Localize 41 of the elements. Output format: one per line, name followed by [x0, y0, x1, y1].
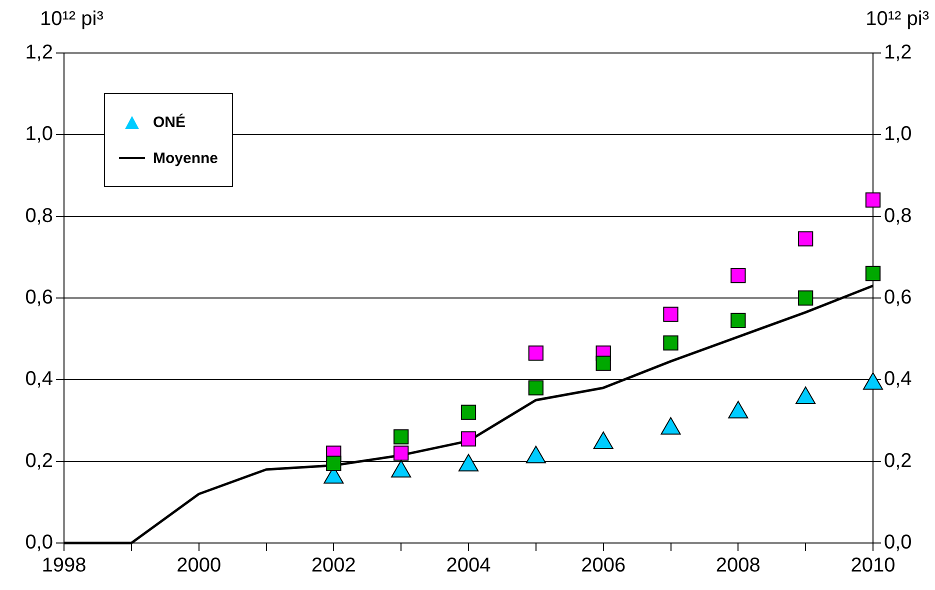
y2-tick-label: 0,8 — [884, 204, 912, 227]
point — [663, 335, 678, 350]
point — [798, 231, 814, 246]
point — [798, 290, 814, 306]
point — [528, 380, 544, 396]
y2-tick-label: 0,6 — [884, 286, 912, 309]
y-tick-label: 0,6 — [25, 286, 53, 309]
y-tick-label: 0,8 — [25, 204, 53, 227]
x-tick-label: 1998 — [42, 554, 86, 577]
y2-axis-title: 10¹² pi³ — [866, 8, 929, 31]
y-tick-label: 1,0 — [25, 123, 53, 146]
y2-tick-label: 0,2 — [884, 450, 912, 472]
point — [394, 429, 409, 444]
point — [730, 268, 746, 284]
x-tick-label: 2000 — [176, 554, 222, 577]
y2-tick-label: 1,0 — [884, 123, 912, 146]
x-tick-label: 2010 — [850, 554, 896, 577]
y2-tick-label: 1,2 — [884, 42, 912, 64]
point — [460, 404, 476, 420]
y2-tick-label: 0,4 — [884, 368, 912, 390]
y-tick-label: 0,4 — [25, 368, 53, 390]
point — [528, 346, 544, 361]
point — [730, 312, 746, 328]
point — [394, 446, 409, 461]
x-tick-label: 2004 — [446, 554, 491, 577]
point — [865, 192, 881, 208]
legend-label: Moyenne — [153, 150, 218, 166]
y-axis-title: 10¹² pi³ — [40, 8, 104, 31]
point — [326, 456, 342, 471]
y-tick-label: 0,0 — [25, 532, 53, 554]
y2-tick-label: 0,0 — [884, 532, 912, 554]
x-tick-label: 2002 — [311, 554, 356, 577]
point — [663, 306, 678, 322]
y-tick-label: 0,2 — [25, 450, 53, 472]
point — [460, 431, 476, 446]
x-tick-label: 2008 — [716, 554, 760, 577]
point — [596, 356, 611, 371]
point — [865, 266, 881, 282]
y-tick-label: 1,2 — [25, 42, 53, 64]
x-tick-label: 2006 — [581, 554, 626, 577]
legend-label: ONÉ — [153, 114, 186, 130]
